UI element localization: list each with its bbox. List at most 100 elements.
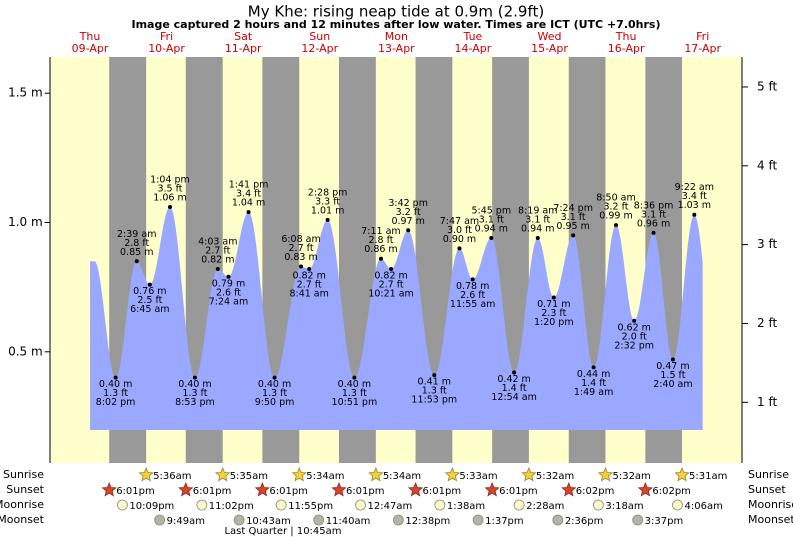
moon-phase: Last Quarter | 10:45am xyxy=(224,526,341,537)
row-label-left: Moonset xyxy=(0,513,45,526)
extreme-label: 1.4 ft xyxy=(581,378,606,389)
extreme-label: 3.4 ft xyxy=(236,189,261,200)
extreme-label: 8:41 am xyxy=(289,289,328,300)
extreme-label: 0.40 m xyxy=(258,379,291,390)
extreme-label: 3.1 ft xyxy=(561,212,586,223)
extreme-point xyxy=(215,267,220,272)
extreme-point xyxy=(632,318,637,323)
sunrise-icon xyxy=(444,466,460,482)
moonset-icon xyxy=(313,514,325,526)
extreme-label: 0.71 m xyxy=(537,299,570,310)
extreme-point xyxy=(307,267,312,272)
extreme-label: 11:55 am xyxy=(450,299,495,310)
extreme-label: 2.7 ft xyxy=(289,243,314,254)
extreme-label: 3:42 pm xyxy=(388,198,428,209)
extreme-label: 0.40 m xyxy=(99,379,132,390)
event-time: 3:18am xyxy=(605,501,643,512)
sunrise-icon xyxy=(214,466,231,482)
extreme-label: 2.7 ft xyxy=(297,280,322,291)
extreme-point xyxy=(378,256,383,261)
y-tick-label: 1.0 m xyxy=(8,215,43,229)
tide-curve xyxy=(89,206,703,430)
extreme-point xyxy=(551,295,556,300)
extreme-label: 0.79 m xyxy=(212,278,245,289)
extreme-point xyxy=(406,228,411,233)
extreme-label: 0.47 m xyxy=(656,361,689,372)
sunset-icon xyxy=(637,481,653,497)
extreme-point xyxy=(325,217,330,222)
moonset-icon xyxy=(472,514,484,526)
extreme-label: 1.01 m xyxy=(311,205,344,216)
extreme-label: 0.90 m xyxy=(443,234,476,245)
extreme-label: 3.0 ft xyxy=(447,225,472,236)
extreme-point xyxy=(535,236,540,241)
event-time: 5:34am xyxy=(306,471,344,482)
event-time: 2:28am xyxy=(526,501,564,512)
extreme-label: 8:50 am xyxy=(596,193,635,204)
event-time: 3:37pm xyxy=(645,516,684,527)
extreme-label: 0.94 m xyxy=(521,224,554,235)
extreme-label: 2.5 ft xyxy=(137,295,162,306)
extreme-label: 2.8 ft xyxy=(368,235,393,246)
moonrise-icon xyxy=(592,499,604,511)
extreme-label: 1.4 ft xyxy=(502,383,527,394)
moonset-icon xyxy=(154,514,166,526)
row-label-left: Sunset xyxy=(6,483,44,496)
extreme-label: 3.5 ft xyxy=(157,183,182,194)
moonrise-icon xyxy=(355,499,366,511)
y2-tick-label: 3 ft xyxy=(757,237,777,251)
extreme-label: 0.82 m xyxy=(201,255,234,266)
event-time: 11:40am xyxy=(326,516,371,527)
y-tick-label: 0.5 m xyxy=(8,344,43,358)
event-time: 6:01pm xyxy=(193,486,232,497)
event-time: 6:02pm xyxy=(652,486,691,497)
event-time: 5:32am xyxy=(612,471,650,482)
extreme-label: 2:32 pm xyxy=(614,340,654,351)
extreme-label: 0.40 m xyxy=(178,379,211,390)
extreme-label: 1:41 pm xyxy=(229,180,269,191)
y2-tick-label: 1 ft xyxy=(757,395,777,409)
moonset-icon xyxy=(632,514,644,526)
extreme-point xyxy=(246,210,251,215)
extreme-label: 2.0 ft xyxy=(622,331,647,342)
x-day-label: Mon xyxy=(385,30,408,43)
event-time: 5:35am xyxy=(230,471,268,482)
event-time: 11:02pm xyxy=(209,501,254,512)
extreme-point xyxy=(591,365,596,370)
extreme-point xyxy=(432,373,437,378)
moonrise-icon xyxy=(116,499,128,511)
x-date-label: 12-Apr xyxy=(301,42,338,55)
row-label-right: Sunset xyxy=(748,483,786,496)
extreme-label: 10:51 pm xyxy=(332,397,378,408)
chart-subtitle: Image captured 2 hours and 12 minutes af… xyxy=(131,18,660,31)
extreme-label: 2.7 ft xyxy=(205,246,230,257)
x-date-label: 11-Apr xyxy=(225,42,262,55)
moonset-icon xyxy=(392,514,404,526)
extreme-label: 6:45 am xyxy=(130,304,169,315)
x-day-label: Fri xyxy=(696,30,709,43)
extreme-point xyxy=(692,212,697,217)
extreme-point xyxy=(512,370,517,375)
moonset-icon xyxy=(233,514,245,526)
sunset-icon xyxy=(101,481,117,497)
event-time: 5:34am xyxy=(383,471,421,482)
extreme-label: 3.2 ft xyxy=(396,207,421,218)
extreme-label: 0.99 m xyxy=(599,211,632,222)
extreme-label: 2.6 ft xyxy=(216,287,241,298)
event-time: 5:31am xyxy=(689,471,727,482)
extreme-label: 1:20 pm xyxy=(534,317,574,328)
event-time: 6:01pm xyxy=(423,486,462,497)
extreme-point xyxy=(226,274,231,279)
extreme-point xyxy=(192,375,197,380)
extreme-point xyxy=(489,236,494,241)
moonset-icon xyxy=(552,514,564,526)
extreme-point xyxy=(134,259,139,264)
extreme-label: 0.85 m xyxy=(120,247,153,258)
extreme-point xyxy=(571,233,576,238)
extreme-label: 12:54 am xyxy=(491,392,536,403)
extreme-point xyxy=(147,282,152,287)
extreme-label: 3.3 ft xyxy=(315,196,340,207)
extreme-label: 0.96 m xyxy=(637,218,670,229)
event-time: 2:36pm xyxy=(565,516,604,527)
x-day-label: Sun xyxy=(309,30,330,43)
